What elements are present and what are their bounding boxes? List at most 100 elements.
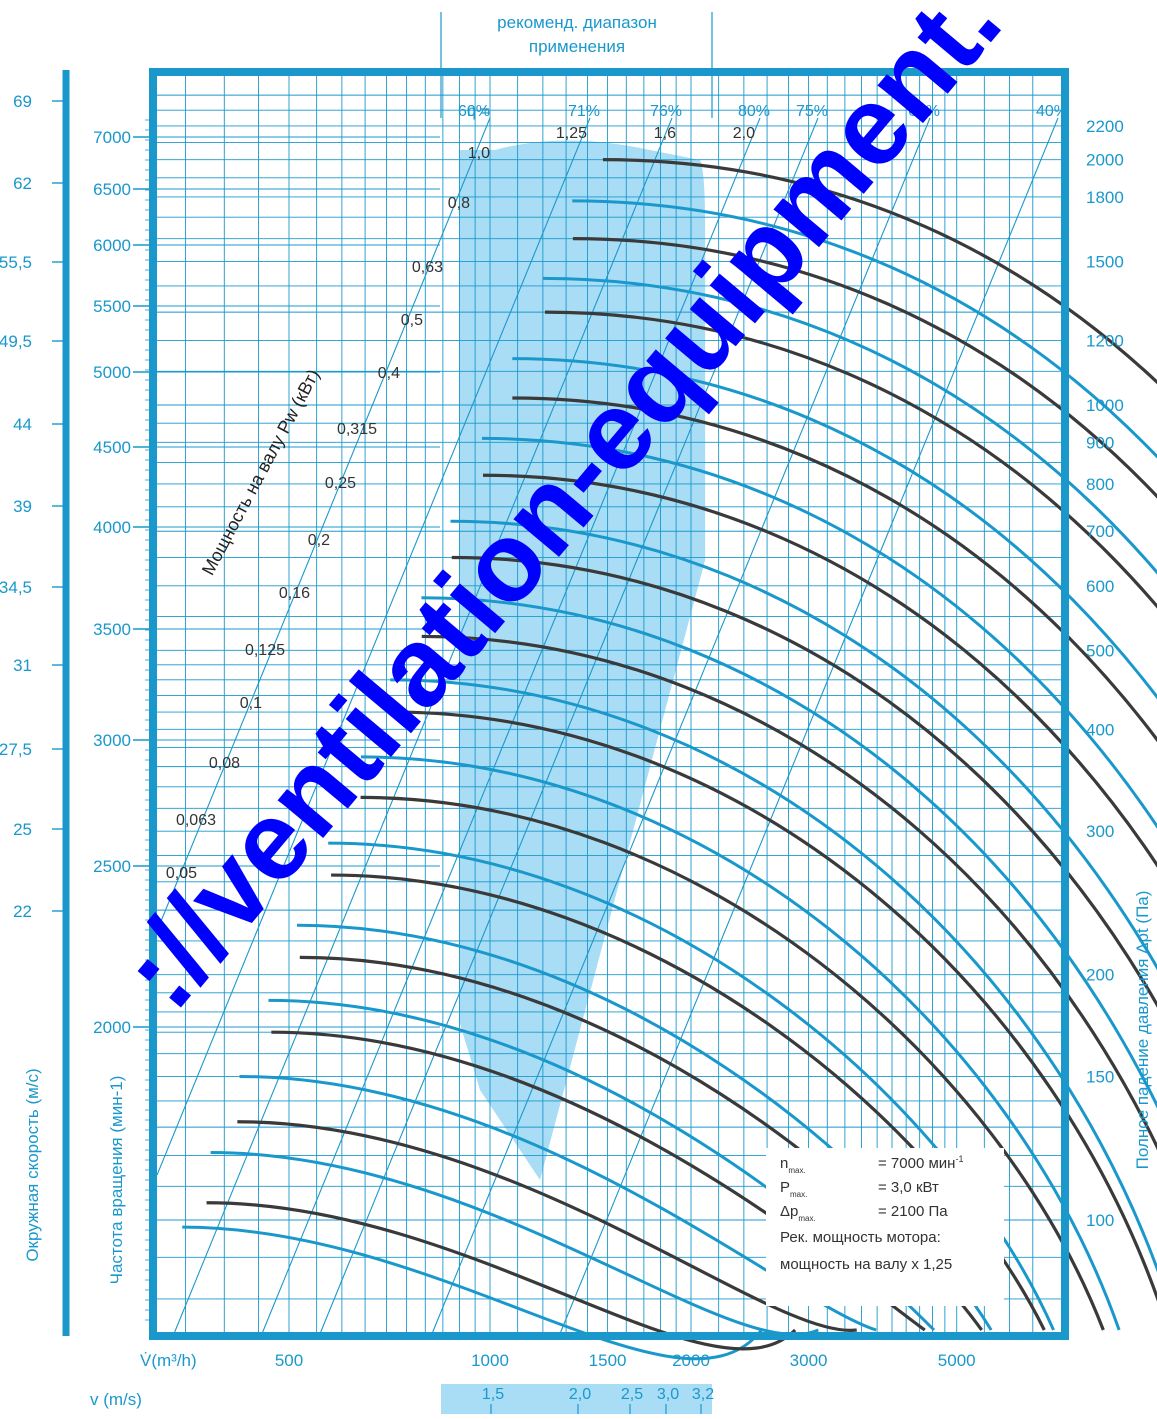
blue-curve xyxy=(482,436,1157,830)
flow-tick-label: 1500 xyxy=(589,1351,627,1370)
flow-axis: 500 1000 1500 2000 3000 5000 xyxy=(275,1351,976,1370)
pressure-tick-label: 1800 xyxy=(1086,188,1124,207)
tip-tick-label: 31 xyxy=(13,656,32,675)
n-symbol: n xyxy=(780,1155,788,1172)
power-label: 0,25 xyxy=(325,475,356,492)
power-label: 0,125 xyxy=(245,642,285,659)
blue-curve xyxy=(182,1225,763,1361)
power-label: 0,1 xyxy=(240,695,262,712)
tip-tick-label: 25 xyxy=(13,820,32,839)
pressure-tick-label: 900 xyxy=(1086,433,1114,452)
dark-curve xyxy=(237,1120,857,1332)
efficiency-line xyxy=(560,117,1059,1333)
rpm-tick-label: 3500 xyxy=(93,620,131,639)
dark-curve xyxy=(451,555,1157,1008)
pressure-tick-label: 300 xyxy=(1086,822,1114,841)
power-label: 0,16 xyxy=(279,585,310,602)
dark-curve xyxy=(483,473,1157,869)
efficiency-line xyxy=(432,117,931,1333)
power-label: 0,8 xyxy=(448,195,470,212)
dark-curves xyxy=(206,158,1157,1351)
dark-curve xyxy=(572,237,1157,499)
rpm-tick-label: 6500 xyxy=(93,180,131,199)
pressure-tick-label: 1500 xyxy=(1086,252,1124,271)
n-max-value: = 7000 мин-1 xyxy=(878,1154,963,1172)
pressure-tick-label: 1200 xyxy=(1086,331,1124,350)
efficiency-label: 40% xyxy=(1036,103,1068,120)
blue-curve xyxy=(542,276,1157,575)
rec-line2: мощность на валу x 1,25 xyxy=(780,1256,952,1273)
p-sub: max. xyxy=(790,1190,807,1199)
pressure-tick-label: 700 xyxy=(1086,522,1114,541)
tip-tick-label: 22 xyxy=(13,902,32,921)
efficiency-label: 71% xyxy=(568,103,600,120)
dark-curve xyxy=(544,310,1157,609)
pressure-tick-label: 2000 xyxy=(1086,151,1124,170)
power-label: 0,05 xyxy=(166,865,197,882)
tip-tick-label: 27,5 xyxy=(0,740,32,759)
pressure-tick-label: 200 xyxy=(1086,966,1114,985)
velocity-tick-label: 3,2 xyxy=(692,1386,714,1403)
power-label: 1,0 xyxy=(468,145,490,162)
tip-tick-label: 39 xyxy=(13,497,32,516)
n-value: = 7000 мин xyxy=(878,1155,955,1172)
pressure-tick-label: 100 xyxy=(1086,1211,1114,1230)
rec-line1: Рек. мощность мотора: xyxy=(780,1229,941,1246)
info-box: nmax. = 7000 мин-1 Pmax. = 3,0 кВт Δpmax… xyxy=(766,1148,1004,1306)
pressure-tick-label: 600 xyxy=(1086,577,1114,596)
blue-curve xyxy=(239,1074,877,1332)
power-axis-title: Мощность на валу Pw (кВт) xyxy=(198,366,324,578)
efficiency-line xyxy=(262,117,761,1333)
flow-tick-label: 5000 xyxy=(938,1351,976,1370)
rpm-tick-label: 2500 xyxy=(93,857,131,876)
velocity-range-band xyxy=(441,1384,712,1414)
rpm-axis-title: Частота вращения (мин-1) xyxy=(107,1076,126,1285)
efficiency-line xyxy=(174,117,673,1333)
efficiency-line xyxy=(320,117,819,1333)
p-max-value: = 3,0 кВт xyxy=(878,1179,939,1196)
rpm-tick-label: 5500 xyxy=(93,297,131,316)
rpm-tick-label: 3000 xyxy=(93,731,131,750)
efficiency-label: 60% xyxy=(908,103,940,120)
power-label: 0,08 xyxy=(209,755,240,772)
power-label: 0,5 xyxy=(401,312,423,329)
n-sub: max. xyxy=(788,1166,805,1175)
chart-frame xyxy=(149,68,1069,1340)
blue-curve xyxy=(390,678,1157,1273)
p-max-label: Pmax. xyxy=(780,1179,807,1199)
pressure-axis-title: Полное падение давления Δpt (Па) xyxy=(1133,891,1152,1170)
eta-symbol: η = xyxy=(467,103,490,120)
pressure-tick-label: 500 xyxy=(1086,641,1114,660)
rpm-tick-label: 6000 xyxy=(93,236,131,255)
x-axis-title: V̇(m³/h) xyxy=(140,1351,197,1370)
n-unit-sup: -1 xyxy=(955,1154,963,1164)
dp-sub: max. xyxy=(798,1214,815,1223)
power-label: 0,2 xyxy=(308,532,330,549)
rpm-axis: 2000 2500 3000 3500 4000 4500 5000 5500 6000 6500… xyxy=(93,119,440,1321)
velocity-tick-label: 1,5 xyxy=(482,1386,504,1403)
dark-curve xyxy=(421,634,1157,1151)
dark-curve xyxy=(602,158,1157,385)
blue-curve xyxy=(450,519,1157,971)
efficiency-line xyxy=(156,117,591,1176)
p-symbol: P xyxy=(780,1179,790,1196)
tip-speed-axis-title: Окружная скорость (м/с) xyxy=(23,1068,42,1261)
flow-tick-label: 2000 xyxy=(672,1351,710,1370)
tip-tick-label: 55,5 xyxy=(0,253,32,272)
tip-tick-label: 69 xyxy=(13,92,32,111)
tip-tick-label: 62 xyxy=(13,174,32,193)
flow-tick-label: 3000 xyxy=(790,1351,828,1370)
pressure-tick-label: 150 xyxy=(1086,1067,1114,1086)
dp-symbol: Δp xyxy=(780,1203,798,1220)
efficiency-label: 75% xyxy=(796,103,828,120)
dp-max-label: Δpmax. xyxy=(780,1203,816,1223)
efficiency-label: 80% xyxy=(738,103,770,120)
efficiency-label: 60% xyxy=(458,103,490,120)
velocity-tick-label: 2,5 xyxy=(621,1386,643,1403)
efficiency-label: 76% xyxy=(650,103,682,120)
power-label: 0,063 xyxy=(176,812,216,829)
range-label-line1: рекоменд. диапазон xyxy=(497,13,657,32)
velocity-axis: 1,5 2,0 2,5 3,0 3,2 xyxy=(482,1386,714,1414)
